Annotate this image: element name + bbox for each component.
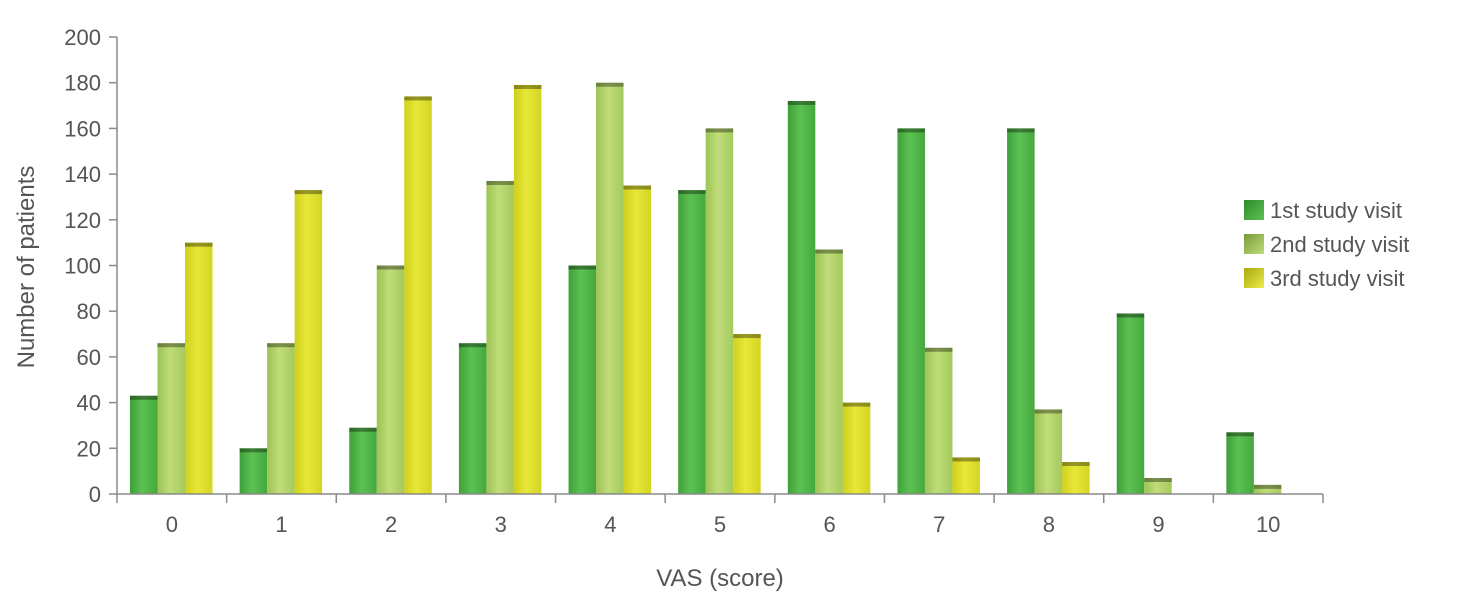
bar-top-edge: [705, 128, 734, 133]
bar-series-2-cat-2: [376, 265, 405, 494]
bar-series-1-cat-5: [678, 190, 706, 494]
legend-label-2: 2nd study visit: [1270, 232, 1409, 257]
bar-top-edge: [513, 84, 542, 89]
bar-series-2-cat-7: [924, 347, 953, 494]
bar-top-edge: [157, 343, 185, 348]
x-tick-label: 1: [275, 512, 287, 537]
legend: 1st study visit 2nd study visit 3rd study …: [1244, 198, 1409, 291]
bar-top-edge: [349, 427, 377, 432]
bar-series-1-cat-1: [239, 448, 268, 494]
bar-top-edge: [458, 343, 487, 348]
bar-series-2-cat-3: [486, 180, 514, 494]
legend-label-1: 1st study visit: [1270, 198, 1402, 223]
bar-series-3-cat-8: [1062, 462, 1090, 494]
bar-top-edge: [294, 190, 323, 195]
bar-series-3-cat-0: [185, 242, 213, 494]
bar-top-edge: [815, 249, 843, 254]
bar-top-edge: [897, 128, 925, 133]
bar-series-2-cat-8: [1034, 409, 1063, 494]
x-tick-label: 2: [385, 512, 397, 537]
y-tick-label: 0: [89, 482, 101, 507]
bar-top-edge: [1034, 409, 1063, 414]
bar-top-edge: [267, 343, 295, 348]
bars-layer: [130, 82, 1282, 495]
bar-top-edge: [1144, 478, 1172, 483]
labels-layer: 0 20 40 60 80 100 120 140 160 180 200 0 1 2 3 4 5 6 7 8 9 10: [64, 25, 1280, 537]
bar-top-edge: [952, 457, 980, 462]
bar-top-edge: [924, 347, 953, 352]
y-tick-label: 160: [64, 116, 101, 141]
bar-top-edge: [239, 448, 268, 453]
bar-series-2-cat-4: [596, 82, 624, 494]
y-tick-label: 40: [77, 391, 101, 416]
y-tick-label: 20: [77, 436, 101, 461]
legend-label-3: 3rd study visit: [1270, 266, 1405, 291]
x-tick-label: 8: [1043, 512, 1055, 537]
bar-series-1-cat-10: [1226, 432, 1254, 494]
bar-series-3-cat-7: [952, 457, 980, 494]
bar-top-edge: [733, 334, 761, 339]
bar-series-2-cat-1: [267, 343, 295, 494]
legend-swatch-1: [1244, 200, 1264, 220]
y-tick-label: 200: [64, 25, 101, 50]
bar-top-edge: [1226, 432, 1254, 437]
bar-top-edge: [185, 242, 213, 247]
x-tick-label: 5: [714, 512, 726, 537]
legend-swatch-2: [1244, 234, 1264, 254]
bar-series-1-cat-3: [458, 343, 487, 494]
bar-top-edge: [596, 82, 624, 87]
bar-series-1-cat-6: [787, 100, 816, 494]
y-tick-label: 100: [64, 254, 101, 279]
bar-series-3-cat-1: [294, 190, 323, 494]
bar-top-edge: [376, 265, 405, 270]
bar-series-3-cat-3: [513, 84, 542, 495]
bar-series-1-cat-4: [568, 265, 597, 494]
y-tick-label: 120: [64, 208, 101, 233]
axes-layer: [109, 36, 1324, 503]
bar-series-3-cat-4: [623, 185, 652, 494]
bar-series-3-cat-2: [404, 96, 432, 494]
bar-top-edge: [486, 180, 514, 185]
legend-swatch-3: [1244, 268, 1264, 288]
bar-top-edge: [1007, 128, 1035, 133]
bar-top-edge: [1062, 462, 1090, 467]
bar-series-3-cat-6: [842, 402, 871, 494]
x-tick-label: 10: [1256, 512, 1280, 537]
bar-top-edge: [842, 402, 871, 407]
x-tick-label: 4: [604, 512, 616, 537]
x-tick-label: 9: [1152, 512, 1164, 537]
y-axis-title: Number of patients: [13, 166, 40, 369]
bar-series-1-cat-9: [1116, 313, 1145, 494]
bar-series-3-cat-5: [733, 334, 761, 494]
bar-series-2-cat-0: [157, 343, 185, 494]
bar-top-edge: [404, 96, 432, 101]
bar-top-edge: [678, 190, 706, 195]
y-tick-label: 60: [77, 345, 101, 370]
x-tick-label: 3: [495, 512, 507, 537]
y-tick-label: 180: [64, 71, 101, 96]
bar-top-edge: [623, 185, 652, 190]
x-axis-title: VAS (score): [656, 565, 784, 592]
x-tick-label: 0: [166, 512, 178, 537]
bar-series-1-cat-8: [1007, 128, 1035, 494]
bar-top-edge: [1253, 484, 1282, 489]
bar-top-edge: [787, 100, 816, 105]
bar-series-2-cat-10: [1253, 484, 1282, 494]
bar-series-2-cat-9: [1144, 478, 1172, 494]
bar-series-2-cat-6: [815, 249, 843, 494]
bar-top-edge: [1116, 313, 1145, 318]
bar-series-1-cat-0: [130, 395, 158, 494]
bar-series-1-cat-7: [897, 128, 925, 494]
bar-series-1-cat-2: [349, 427, 377, 494]
y-tick-label: 80: [77, 299, 101, 324]
bar-top-edge: [130, 395, 158, 400]
x-tick-label: 7: [933, 512, 945, 537]
bar-top-edge: [568, 265, 597, 270]
y-tick-label: 140: [64, 162, 101, 187]
bar-series-2-cat-5: [705, 128, 734, 494]
x-tick-label: 6: [824, 512, 836, 537]
